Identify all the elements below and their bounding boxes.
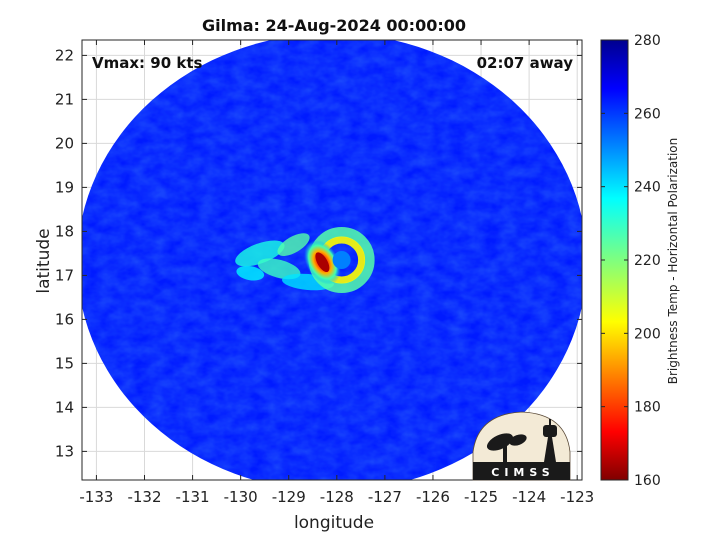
- y-tick-label: 18: [55, 222, 74, 240]
- rain-band: [236, 265, 265, 281]
- x-tick-label: -128: [320, 488, 354, 506]
- x-tick-label: -129: [272, 488, 306, 506]
- x-axis-label: longitude: [294, 513, 374, 533]
- x-tick-label: -127: [368, 488, 402, 506]
- y-tick-label: 21: [55, 90, 74, 108]
- y-tick-label: 20: [55, 134, 74, 152]
- minimum-temperature-core: [315, 252, 330, 273]
- x-tick-label: -132: [127, 488, 161, 506]
- axes-frame: [81, 39, 583, 481]
- y-tick-label: 13: [55, 442, 74, 460]
- storm-eye: [332, 251, 351, 269]
- rain-band: [277, 233, 310, 256]
- y-axis-label: latitude: [34, 228, 54, 293]
- y-tick-label: 17: [55, 266, 74, 284]
- rain-band: [257, 258, 301, 280]
- y-tick-label: 15: [55, 354, 74, 372]
- x-tick-label: -123: [560, 488, 594, 506]
- colorbar: 160 180 200 220 240 260 280 Brightness Temp - …: [600, 33, 680, 489]
- svg-text:CIMSS: CIMSS: [491, 466, 554, 479]
- y-tick-label: 14: [55, 398, 74, 416]
- x-tick-label: -124: [512, 488, 546, 506]
- x-tick-label: -133: [79, 488, 113, 506]
- colorbar-tick-label: 280: [634, 33, 661, 49]
- y-axis-ticks: 13 14 15 16 17 18 19 20 21 22: [55, 46, 582, 460]
- y-tick-label: 19: [55, 178, 74, 196]
- colorbar-tick-label: 160: [634, 473, 661, 489]
- x-tick-label: -126: [416, 488, 450, 506]
- timing-annotation: 02:07 away: [477, 54, 574, 72]
- colorbar-gradient-bar: [600, 39, 629, 481]
- x-tick-label: -131: [176, 488, 210, 506]
- colorbar-ticks: 160 180 200 220 240 260 280: [601, 33, 661, 489]
- colorbar-tick-label: 240: [634, 180, 661, 196]
- y-tick-label: 22: [55, 46, 74, 64]
- x-tick-label: -130: [224, 488, 258, 506]
- chart-title: Gilma: 24-Aug-2024 00:00:00: [202, 16, 466, 35]
- colorbar-tick-label: 200: [634, 326, 661, 342]
- rain-band: [235, 240, 285, 267]
- x-axis-ticks: -133 -132 -131 -130 -129 -128 -127 -126 -125 -124…: [79, 40, 594, 506]
- colorbar-tick-label: 220: [634, 253, 661, 269]
- colorbar-tick-label: 180: [634, 400, 661, 416]
- colorbar-tick-label: 260: [634, 106, 661, 122]
- colorbar-label: Brightness Temp - Horizontal Polarizatio…: [666, 138, 680, 385]
- x-tick-label: -125: [464, 488, 498, 506]
- y-tick-label: 16: [55, 310, 74, 328]
- storm-features: [235, 227, 375, 293]
- vmax-annotation: Vmax: 90 kts: [92, 54, 202, 72]
- cimss-logo: CIMSS: [472, 411, 571, 481]
